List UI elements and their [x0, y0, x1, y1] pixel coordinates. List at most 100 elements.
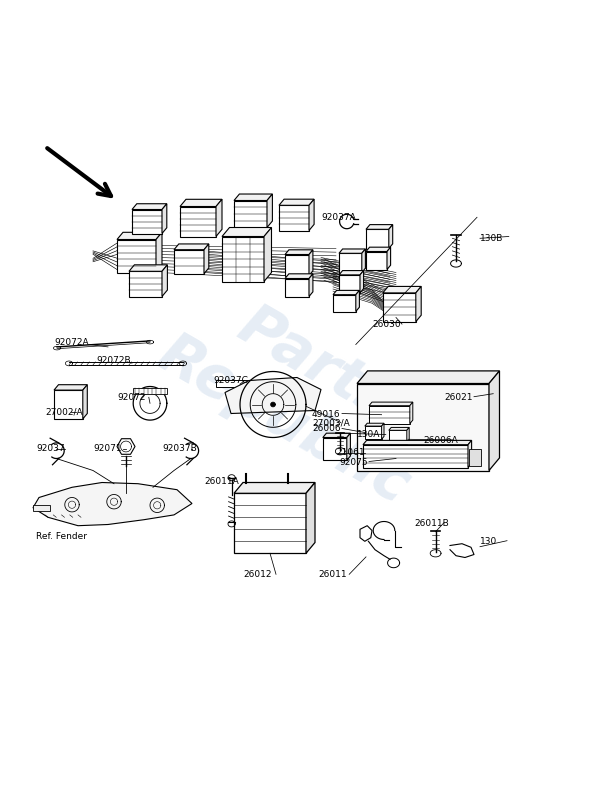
Polygon shape — [468, 440, 472, 468]
Polygon shape — [382, 423, 384, 440]
Polygon shape — [83, 385, 88, 419]
Text: 92037A: 92037A — [321, 213, 356, 222]
Polygon shape — [225, 378, 321, 414]
Polygon shape — [132, 204, 167, 210]
Polygon shape — [339, 275, 360, 293]
Polygon shape — [309, 250, 313, 276]
Polygon shape — [366, 247, 391, 251]
Polygon shape — [54, 390, 83, 419]
Polygon shape — [339, 254, 362, 272]
Bar — [33, 505, 50, 511]
Text: 92037C: 92037C — [213, 376, 248, 385]
Text: 26011: 26011 — [318, 571, 347, 579]
Polygon shape — [309, 274, 313, 297]
Polygon shape — [309, 199, 314, 231]
Polygon shape — [216, 199, 222, 236]
Polygon shape — [366, 251, 387, 269]
Bar — [469, 449, 481, 466]
Text: 27003/A: 27003/A — [312, 418, 350, 427]
Text: Ref. Fender: Ref. Fender — [36, 532, 87, 541]
Text: 130: 130 — [480, 537, 497, 546]
Polygon shape — [180, 199, 222, 206]
Polygon shape — [365, 423, 384, 426]
Polygon shape — [323, 437, 347, 460]
Polygon shape — [117, 439, 135, 455]
Text: 26006A: 26006A — [423, 436, 458, 445]
Polygon shape — [285, 279, 309, 297]
Polygon shape — [363, 440, 472, 444]
Polygon shape — [117, 239, 156, 272]
Polygon shape — [162, 265, 167, 297]
Polygon shape — [389, 427, 409, 430]
Polygon shape — [357, 371, 499, 384]
Polygon shape — [387, 247, 391, 269]
Polygon shape — [234, 483, 315, 493]
Polygon shape — [389, 430, 407, 444]
Polygon shape — [360, 271, 364, 293]
Polygon shape — [285, 254, 309, 276]
Polygon shape — [339, 271, 364, 275]
Polygon shape — [356, 290, 359, 312]
Polygon shape — [360, 526, 372, 542]
Polygon shape — [357, 384, 489, 470]
Polygon shape — [234, 200, 267, 228]
Text: 92037B: 92037B — [162, 444, 197, 454]
Text: 130A: 130A — [357, 430, 380, 439]
Text: 21061: 21061 — [336, 448, 365, 457]
Polygon shape — [362, 249, 365, 272]
Text: 92037: 92037 — [36, 444, 65, 454]
Polygon shape — [156, 232, 162, 272]
Polygon shape — [333, 290, 359, 294]
Text: 26011A: 26011A — [204, 476, 239, 486]
Polygon shape — [366, 225, 392, 229]
Polygon shape — [366, 229, 389, 249]
Polygon shape — [174, 250, 204, 274]
Polygon shape — [222, 228, 271, 236]
Polygon shape — [279, 206, 309, 231]
Polygon shape — [54, 385, 88, 390]
Bar — [216, 380, 261, 387]
Text: 26021: 26021 — [444, 392, 473, 402]
Polygon shape — [285, 274, 313, 279]
Polygon shape — [416, 287, 421, 322]
Polygon shape — [489, 371, 499, 470]
Circle shape — [271, 402, 275, 407]
Polygon shape — [279, 199, 314, 206]
Polygon shape — [365, 426, 382, 440]
Polygon shape — [162, 204, 167, 233]
Polygon shape — [369, 406, 410, 424]
Polygon shape — [33, 483, 192, 526]
Polygon shape — [204, 244, 209, 274]
Polygon shape — [132, 210, 162, 233]
Bar — [133, 388, 167, 394]
Polygon shape — [383, 293, 416, 322]
Polygon shape — [117, 232, 162, 239]
Text: 26012: 26012 — [243, 571, 271, 579]
Polygon shape — [234, 493, 306, 553]
Polygon shape — [410, 402, 413, 424]
Text: 49016: 49016 — [312, 410, 341, 418]
Polygon shape — [407, 427, 409, 444]
Text: 92075: 92075 — [339, 458, 368, 466]
Polygon shape — [383, 287, 421, 293]
Polygon shape — [285, 250, 313, 254]
Text: 27002/A: 27002/A — [45, 407, 83, 416]
Text: 92071: 92071 — [93, 444, 122, 454]
Polygon shape — [389, 225, 392, 249]
Polygon shape — [363, 444, 468, 468]
Polygon shape — [333, 294, 356, 312]
Text: 26011B: 26011B — [414, 519, 449, 528]
Polygon shape — [339, 249, 365, 254]
Polygon shape — [267, 194, 272, 228]
Polygon shape — [306, 483, 315, 553]
Polygon shape — [129, 272, 162, 297]
Text: 26006: 26006 — [312, 424, 341, 433]
Polygon shape — [222, 236, 264, 282]
Polygon shape — [369, 402, 413, 406]
Polygon shape — [234, 194, 272, 200]
Text: 92072A: 92072A — [54, 338, 89, 347]
Polygon shape — [323, 433, 350, 437]
Text: Parts
Republic: Parts Republic — [148, 269, 452, 516]
Polygon shape — [180, 206, 216, 236]
Text: 92072B: 92072B — [96, 356, 131, 364]
